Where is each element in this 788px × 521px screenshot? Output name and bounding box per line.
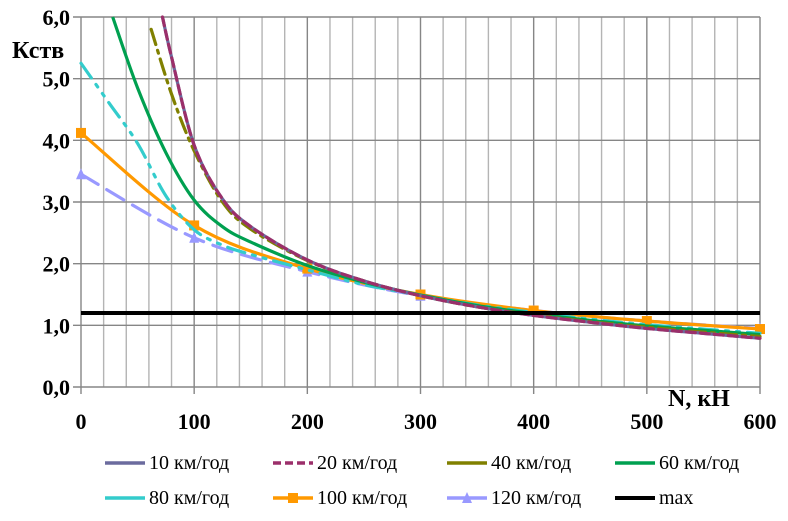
series-line xyxy=(160,15,762,340)
data-point-square xyxy=(189,220,200,231)
data-point-square xyxy=(528,305,539,316)
data-point-square xyxy=(641,316,652,327)
x-tick-label: 0 xyxy=(76,409,87,434)
y-tick-label: 0,0 xyxy=(43,375,71,400)
legend-label: 80 км/год xyxy=(149,487,229,509)
series-1 xyxy=(160,15,762,340)
y-tick-labels: 0,0 1,0 2,0 3,0 4,0 5,0 6,0 xyxy=(43,5,71,400)
data-point-square xyxy=(76,127,86,138)
legend-label: 60 км/год xyxy=(659,452,739,474)
legend-label: 10 км/год xyxy=(149,452,229,474)
grid xyxy=(73,16,761,394)
series-layer xyxy=(76,15,765,340)
y-tick-label: 1,0 xyxy=(43,313,71,338)
legend-item: 20 км/год xyxy=(273,452,397,474)
x-tick-label: 300 xyxy=(404,409,437,434)
legend-label: 40 км/год xyxy=(491,452,571,474)
x-tick-label: 400 xyxy=(517,409,550,434)
legend-item: 120 км/год xyxy=(447,487,581,509)
x-axis-label: N, кН xyxy=(668,386,730,412)
legend-item: 60 км/год xyxy=(615,452,739,474)
y-tick-label: 5,0 xyxy=(43,67,71,92)
data-point-square xyxy=(755,324,765,335)
y-axis-label: Кств xyxy=(12,38,64,64)
y-tick-label: 3,0 xyxy=(43,190,71,215)
x-tick-label: 500 xyxy=(630,409,663,434)
data-point-triangle xyxy=(76,168,86,180)
legend-marker xyxy=(288,493,298,503)
legend: 10 км/год 20 км/год 40 км/год 60 км/год 80 к… xyxy=(105,452,739,509)
legend-marker xyxy=(462,492,472,503)
series-line xyxy=(149,27,762,339)
legend-label: max xyxy=(659,487,693,509)
series-2 xyxy=(149,27,762,339)
legend-label: 120 км/год xyxy=(491,487,581,509)
x-tick-label: 200 xyxy=(291,409,324,434)
legend-label: 100 км/год xyxy=(317,487,407,509)
y-tick-label: 2,0 xyxy=(43,252,71,277)
data-point-triangle xyxy=(189,231,200,243)
legend-label: 20 км/год xyxy=(317,452,397,474)
x-tick-label: 600 xyxy=(744,409,777,434)
x-tick-label: 100 xyxy=(178,409,211,434)
series-line xyxy=(160,16,761,340)
legend-item: 100 км/год xyxy=(273,487,407,509)
series-0 xyxy=(160,16,761,340)
legend-item: 80 км/год xyxy=(105,487,229,509)
x-tick-labels: 0 100 200 300 400 500 600 xyxy=(76,409,777,434)
legend-item: 40 км/год xyxy=(447,452,571,474)
data-point-square xyxy=(302,263,313,274)
legend-item: 10 км/год xyxy=(105,452,229,474)
legend-item: max xyxy=(615,487,693,509)
y-tick-label: 4,0 xyxy=(43,128,71,153)
y-tick-label: 6,0 xyxy=(43,5,71,30)
